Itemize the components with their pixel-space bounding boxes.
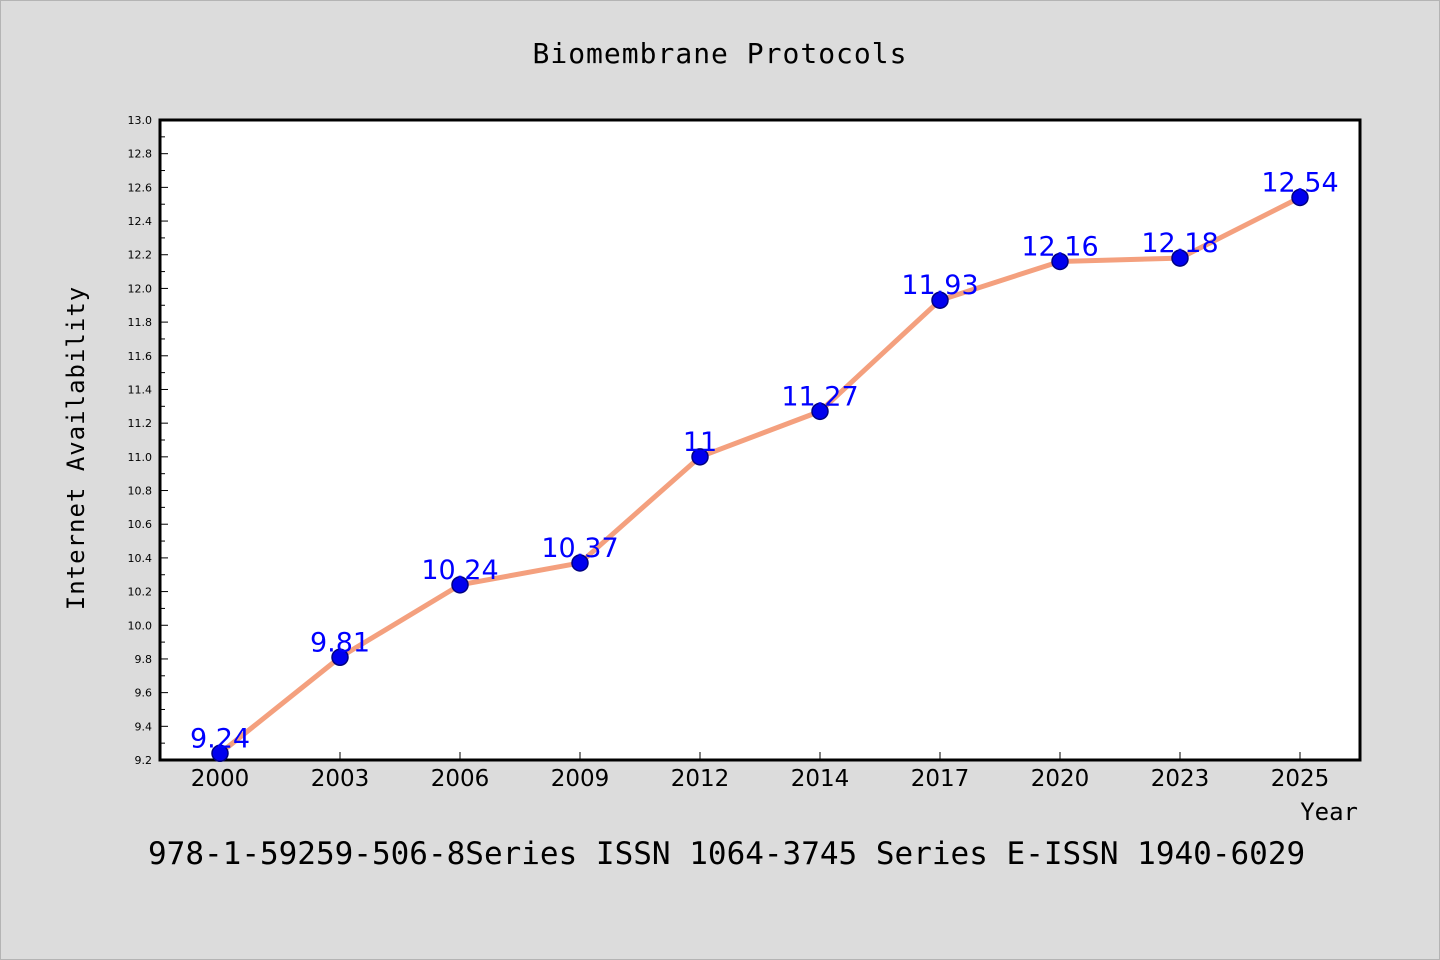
y-tick-label: 9.4	[135, 720, 153, 733]
data-point	[931, 291, 949, 309]
series-layer: 9.24 9.81 10.24 10.37 11 11.27 11.93 12.16 12.18…	[190, 167, 1339, 763]
y-axis: 9.2 9.4 9.6 9.8 10.0 10.2 10.4 10.6 10.8 11.0 11.2…	[128, 114, 168, 767]
data-label: 9.24	[190, 723, 250, 754]
y-tick-label: 9.8	[135, 653, 153, 666]
x-tick-label: 2014	[791, 766, 850, 792]
x-tick-label: 2000	[191, 766, 250, 792]
data-point	[211, 744, 229, 763]
data-point	[1291, 188, 1309, 207]
y-tick-label: 11.6	[128, 350, 153, 363]
data-label: 12.54	[1261, 167, 1338, 198]
data-point	[1051, 252, 1069, 271]
data-point	[811, 402, 829, 421]
footer-text: 978-1-59259-506-8Series ISSN 1064-3745 S…	[148, 836, 1305, 872]
x-tick-label: 2003	[311, 766, 370, 792]
data-point	[691, 448, 709, 466]
data-point	[331, 648, 349, 667]
x-axis-label: Year	[1300, 798, 1358, 826]
y-tick-label: 11.8	[128, 316, 153, 329]
y-tick-label: 12.2	[128, 249, 153, 262]
chart-title: Biomembrane Protocols	[532, 37, 907, 70]
data-label: 11.27	[781, 381, 858, 412]
y-tick-label: 11.4	[128, 383, 153, 396]
y-tick-label: 9.2	[135, 754, 153, 767]
data-label: 11.93	[901, 270, 978, 301]
x-tick-label: 2012	[671, 766, 730, 792]
data-label: 12.16	[1021, 231, 1098, 262]
plot-area	[158, 118, 1362, 762]
y-tick-label: 13.0	[128, 114, 153, 127]
y-tick-label: 10.6	[128, 518, 153, 531]
x-tick-label: 2023	[1151, 766, 1210, 792]
data-point	[571, 554, 589, 572]
data-label: 9.81	[310, 627, 370, 658]
y-tick-label: 11.2	[128, 417, 153, 430]
x-axis: 2000 2003 2006 2009 2012 2014 2017 2020 2023 2025	[191, 752, 1330, 792]
y-tick-label: 11.0	[128, 451, 153, 464]
x-tick-label: 2009	[551, 766, 610, 792]
series-line	[217, 194, 1303, 756]
data-label: 12.18	[1141, 228, 1218, 259]
y-tick-label: 12.8	[128, 148, 153, 161]
y-tick-label: 12.4	[128, 215, 153, 228]
x-tick-label: 2017	[911, 766, 970, 792]
y-tick-label: 10.2	[128, 586, 153, 599]
data-label: 10.24	[421, 555, 498, 586]
y-axis-label: Internet Availability	[62, 286, 90, 610]
x-tick-label: 2006	[431, 766, 490, 792]
y-tick-label: 12.6	[128, 181, 153, 194]
data-label: 11	[683, 427, 717, 458]
data-point	[451, 576, 469, 594]
data-label: 10.37	[541, 533, 618, 564]
y-tick-label: 10.0	[128, 619, 153, 632]
y-tick-label: 10.4	[128, 552, 153, 565]
y-tick-label: 12.0	[128, 282, 153, 295]
y-tick-label: 9.6	[135, 687, 153, 700]
y-tick-label: 10.8	[128, 485, 153, 498]
data-point	[1171, 249, 1189, 267]
x-tick-label: 2020	[1031, 766, 1090, 792]
x-tick-label: 2025	[1271, 766, 1330, 792]
